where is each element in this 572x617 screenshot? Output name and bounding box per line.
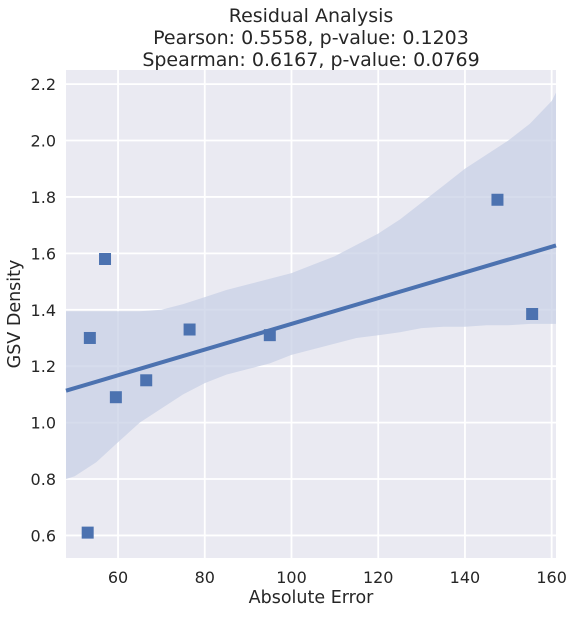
data-point-6 [263,329,276,342]
chart-title-line-3: Spearman: 0.6167, p-value: 0.0769 [142,49,479,71]
regression-line [65,243,557,393]
y-tick-label-1: 0.8 [31,470,56,489]
x-tick-label-0: 60 [108,568,128,587]
data-point-0 [81,526,94,539]
data-point-2 [99,252,112,265]
y-tick-label-3: 1.2 [31,357,56,376]
chart-title-line-1: Residual Analysis [229,5,394,27]
y-tick-label-8: 2.2 [31,75,56,94]
x-tick-labels: 60 80 100 120 140 160 [108,568,567,587]
data-point-7 [491,193,504,206]
data-point-5 [183,323,196,336]
y-tick-label-4: 1.4 [31,301,56,320]
x-tick-label-3: 120 [363,568,394,587]
y-tick-label-2: 1.0 [31,414,56,433]
x-tick-label-2: 100 [276,568,307,587]
confidence-band [66,92,556,479]
y-tick-labels: 0.6 0.8 1.0 1.2 1.4 1.6 1.8 2.0 2.2 [31,75,56,545]
y-tick-label-7: 2.0 [31,132,56,151]
data-point-4 [140,374,153,387]
data-point-3 [109,391,122,404]
data-point-8 [526,308,539,320]
y-tick-label-5: 1.6 [31,244,56,263]
y-tick-label-0: 0.6 [31,526,56,545]
data-points [81,193,539,539]
chart-title-line-2: Pearson: 0.5558, p-value: 0.1203 [153,27,469,49]
regression-line-layer [65,243,557,393]
x-axis-label: Absolute Error [249,588,375,608]
y-axis-label: GSV Density [5,260,25,369]
x-tick-label-1: 80 [195,568,215,587]
y-tick-label-6: 1.8 [31,188,56,207]
x-tick-label-5: 160 [536,568,567,587]
confidence-band-layer [66,92,556,479]
x-tick-label-4: 140 [450,568,481,587]
data-point-1 [83,331,96,344]
